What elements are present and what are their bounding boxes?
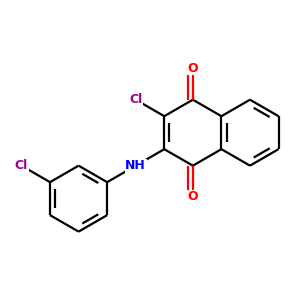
Text: Cl: Cl [129,93,142,106]
Text: O: O [188,62,198,75]
Text: Cl: Cl [15,159,28,172]
Text: NH: NH [125,159,146,172]
Text: O: O [188,190,198,203]
